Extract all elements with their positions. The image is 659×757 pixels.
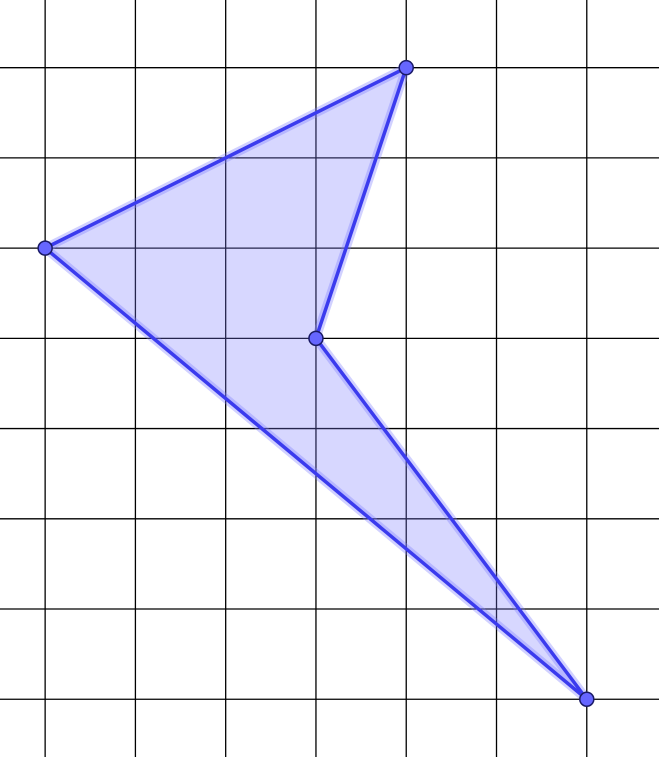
- vertex-point[interactable]: [37, 240, 53, 256]
- polygon-edges: [43, 65, 589, 702]
- polygon-edge: [43, 65, 408, 250]
- polygon-edge: [314, 336, 589, 702]
- polygon-edge: [43, 246, 589, 702]
- vertex-point[interactable]: [308, 330, 324, 347]
- vertex-point[interactable]: [398, 59, 414, 76]
- polygon-edge: [314, 65, 408, 341]
- vertex-points: [37, 59, 595, 708]
- vertex-point[interactable]: [579, 691, 595, 708]
